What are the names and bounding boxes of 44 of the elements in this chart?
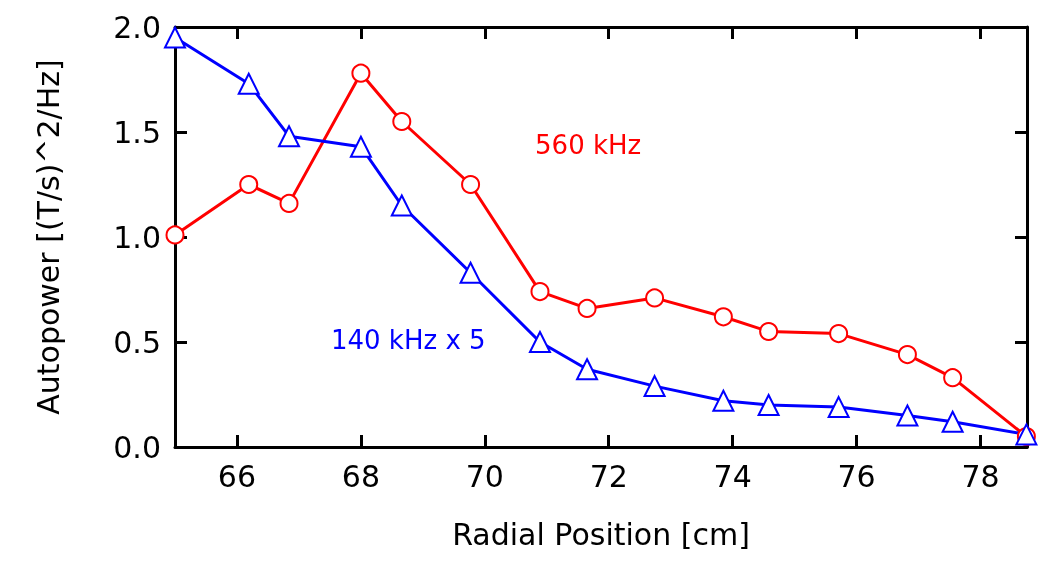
x-tick-label: 78 bbox=[961, 458, 1000, 494]
x-tick-label: 70 bbox=[465, 458, 504, 494]
x-tick-label: 68 bbox=[341, 458, 380, 494]
point bbox=[278, 125, 301, 148]
point bbox=[897, 345, 917, 365]
point bbox=[712, 389, 735, 412]
y-tick-label: 0.5 bbox=[113, 324, 161, 360]
x-axis-title: Radial Position [cm] bbox=[452, 516, 750, 552]
x-tick-label: 76 bbox=[837, 458, 876, 494]
point bbox=[896, 404, 919, 427]
point bbox=[239, 175, 259, 194]
point bbox=[530, 282, 550, 302]
point bbox=[459, 261, 482, 284]
point bbox=[237, 72, 260, 95]
point bbox=[941, 410, 964, 433]
point bbox=[645, 288, 665, 308]
point bbox=[164, 26, 186, 49]
point bbox=[829, 324, 849, 344]
point bbox=[576, 358, 599, 381]
point bbox=[759, 322, 779, 341]
y-axis-title: Autopower [(T/s)^2/Hz] bbox=[30, 59, 66, 415]
point bbox=[757, 394, 780, 416]
y-tick-label: 1.0 bbox=[113, 219, 161, 255]
point bbox=[827, 396, 850, 419]
x-tick-label: 74 bbox=[713, 458, 752, 494]
x-tick-label: 72 bbox=[589, 458, 628, 494]
point bbox=[349, 135, 372, 158]
point bbox=[165, 225, 185, 245]
text: 560 kHz bbox=[535, 129, 642, 160]
point bbox=[643, 375, 666, 398]
y-tick-label: 2.0 bbox=[113, 9, 161, 45]
point bbox=[279, 193, 299, 213]
y-tick-label: 1.5 bbox=[113, 114, 161, 150]
y-tick-label: 0.0 bbox=[113, 429, 161, 465]
series-label: 140 kHz x 5 bbox=[330, 325, 486, 355]
point bbox=[943, 368, 963, 388]
x-tick-label: 66 bbox=[217, 458, 257, 494]
point bbox=[461, 175, 481, 194]
point bbox=[528, 331, 551, 353]
point bbox=[713, 307, 733, 327]
point bbox=[351, 63, 371, 83]
point bbox=[392, 112, 412, 131]
point bbox=[577, 298, 597, 318]
point bbox=[390, 194, 413, 217]
